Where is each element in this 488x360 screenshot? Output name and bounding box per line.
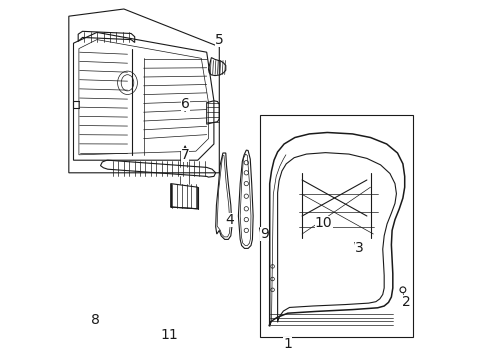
Text: 11: 11 [160,328,178,342]
Text: 2: 2 [401,296,410,309]
Text: 10: 10 [314,216,332,230]
Text: 1: 1 [283,337,291,351]
Text: 6: 6 [180,98,189,111]
Text: 5: 5 [215,33,223,46]
Text: 4: 4 [225,213,234,226]
Text: 9: 9 [259,227,268,241]
Text: 8: 8 [90,314,100,327]
Text: 7: 7 [181,148,189,162]
Text: 3: 3 [355,242,364,255]
